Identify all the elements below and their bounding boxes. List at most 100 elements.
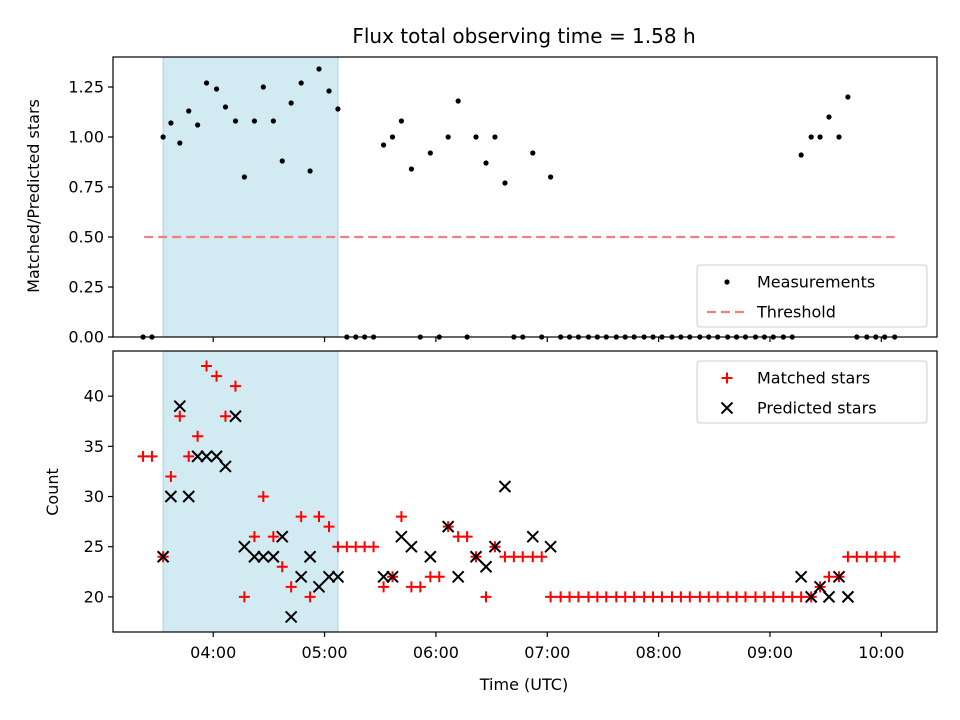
bottom-series-1-point: [395, 530, 408, 543]
top-series-0-point: [398, 118, 404, 124]
bottom-series-1-point: [276, 530, 289, 543]
top-legend-swatch: [724, 279, 730, 285]
bottom-series-1-point: [331, 570, 345, 584]
bottom-series-0-point: [229, 380, 241, 392]
top-legend-label: Threshold: [756, 303, 836, 322]
top-y-tick-label: 1.25: [68, 78, 104, 97]
bottom-series-1-point: [377, 570, 390, 584]
bottom-series-1-point: [238, 540, 251, 553]
bottom-series-0-point: [656, 591, 668, 603]
bottom-series-0-point: [739, 591, 751, 603]
bottom-x-tick-label: 10:00: [858, 643, 904, 662]
bottom-series-0-point: [378, 581, 390, 593]
top-series-0-point: [213, 86, 220, 92]
top-series-0-point: [168, 120, 174, 126]
top-y-tick-label: 0.50: [68, 228, 104, 247]
top-series-0-point: [502, 180, 508, 186]
bottom-series-0-point: [851, 551, 863, 563]
bottom-series-0-point: [323, 521, 335, 533]
bottom-series-1-point: [182, 490, 195, 503]
bottom-series-1-point: [267, 550, 280, 563]
bottom-series-0-point: [192, 430, 204, 442]
bottom-series-0-point: [313, 511, 325, 523]
top-series-0-point: [548, 174, 554, 180]
bottom-series-1-point: [156, 550, 170, 563]
bottom-legend-label: Matched stars: [757, 369, 870, 388]
bottom-shaded-span: [162, 350, 339, 633]
bottom-axes-frame: [112, 350, 938, 633]
top-series-0-point: [160, 134, 166, 140]
bottom-x-tick-label: 04:00: [190, 643, 236, 662]
bottom-series-0-point: [879, 551, 891, 563]
bottom-x-tick-label: 06:00: [413, 643, 459, 662]
bottom-series-0-point: [480, 591, 492, 603]
bottom-legend-swatch: [721, 372, 733, 384]
bottom-series-0-point: [517, 551, 529, 563]
bottom-y-tick-label: 35: [84, 437, 104, 456]
x-axis-label: Time (UTC): [479, 675, 568, 694]
bottom-series-0-point: [211, 370, 223, 382]
bottom-series-0-point: [600, 591, 612, 603]
bottom-series-0-point: [248, 531, 260, 543]
bottom-series-1-point: [229, 410, 242, 423]
bottom-series-1-point: [200, 450, 213, 463]
top-series-0-point: [316, 66, 322, 72]
bottom-series-0-point: [238, 591, 250, 603]
bottom-series-0-point: [628, 591, 640, 603]
bottom-x-tick-label: 05:00: [302, 643, 348, 662]
top-series-0-point: [203, 80, 210, 86]
bottom-series-1-point: [498, 480, 512, 493]
top-series-0-point: [260, 84, 266, 90]
bottom-series-1-point: [469, 550, 483, 563]
bottom-legend-box: [696, 360, 928, 424]
top-series-0-point: [455, 98, 461, 104]
top-series-0-point: [232, 118, 239, 124]
top-series-0-point: [288, 100, 294, 106]
bottom-series-1-point: [257, 550, 270, 563]
top-shaded-span: [162, 56, 339, 338]
bottom-series-1-point: [794, 570, 808, 584]
bottom-series-1-point: [544, 540, 557, 553]
bottom-series-1-point: [841, 590, 855, 604]
bottom-x-tick-label: 08:00: [636, 643, 682, 662]
top-series-0-point: [270, 118, 276, 124]
top-series-0-point: [473, 134, 479, 140]
bottom-series-0-point: [684, 591, 696, 603]
top-panel: 0.00 0.25 0.50 0.75 1.00 1.25 Measurements Thre…: [68, 56, 938, 347]
bottom-series-1-point: [424, 550, 437, 563]
top-series-0-point: [380, 142, 387, 148]
bottom-series-1-point: [451, 570, 465, 584]
bottom-series-0-point: [201, 360, 213, 372]
bottom-series-0-point: [572, 591, 584, 603]
bottom-legend-label: Predicted stars: [757, 399, 877, 418]
bottom-x-tick-label: 09:00: [747, 643, 793, 662]
top-legend: Measurements Threshold: [696, 264, 928, 328]
bottom-series-0-point: [536, 551, 548, 563]
top-series-0-point: [530, 150, 536, 156]
bottom-y-axis-label: Count: [43, 468, 62, 516]
top-series-0-point: [389, 134, 396, 140]
bottom-series-1-point: [322, 570, 336, 584]
top-series-0-point: [808, 134, 814, 140]
top-y-tick-label: 1.00: [68, 128, 104, 147]
top-series-0-point: [326, 88, 332, 94]
top-legend-label: Measurements: [757, 273, 875, 292]
bottom-series-0-point: [276, 561, 288, 573]
bottom-legend: Matched stars Predicted stars: [696, 360, 928, 424]
bottom-series-0-point: [368, 541, 380, 553]
top-y-tick-label: 0.75: [68, 178, 104, 197]
bottom-series-1-point: [191, 450, 204, 463]
bottom-series-0-point: [433, 571, 445, 583]
bottom-panel: 20 25 30 35 40 04:00 05:00 06:00 07:00 08:00 09:00…: [84, 350, 938, 662]
top-y-axis-label: Matched/Predicted stars: [24, 99, 43, 293]
bottom-series-0-point: [146, 450, 158, 462]
bottom-series-1-point: [488, 540, 502, 553]
bottom-series-0-point: [174, 410, 186, 422]
top-series-0-point: [186, 108, 192, 114]
bottom-series-0-point: [295, 511, 307, 523]
top-series-0-point: [251, 118, 258, 124]
top-series-0-point: [241, 174, 247, 180]
bottom-series-1-point: [210, 450, 223, 463]
bottom-series-0-point: [414, 581, 426, 593]
